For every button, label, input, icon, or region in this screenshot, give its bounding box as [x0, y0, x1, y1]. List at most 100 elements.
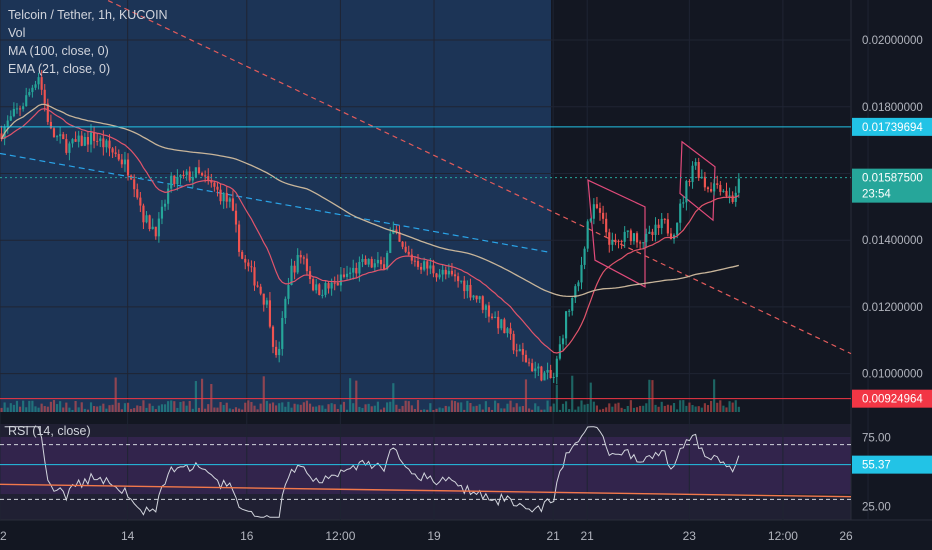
volume-bar	[207, 404, 210, 412]
volume-bar	[71, 409, 74, 412]
volume-bar	[296, 404, 299, 412]
volume-bar	[197, 407, 201, 412]
candle	[268, 300, 272, 327]
volume-bar	[527, 408, 531, 412]
candle	[416, 261, 420, 267]
candle	[586, 221, 589, 249]
volume-bar	[330, 403, 333, 412]
volume-bar	[682, 400, 685, 412]
rsi-trendline	[0, 483, 852, 498]
volume-bar	[580, 400, 583, 412]
legend-rsi[interactable]: RSI (14, close)	[8, 424, 91, 438]
rsi-value-label-text: 55.37	[862, 460, 891, 472]
volume-bar	[370, 406, 373, 412]
legend-volume[interactable]: Vol	[8, 26, 26, 40]
legend-ema[interactable]: EMA (21, close, 0)	[8, 62, 111, 76]
volume-bar	[639, 405, 642, 412]
volume-bar	[157, 405, 160, 412]
candle	[580, 264, 583, 283]
volume-bar	[407, 401, 410, 412]
volume-bar	[0, 407, 3, 412]
volume-bar	[725, 407, 728, 412]
candle	[176, 177, 179, 185]
candle	[163, 203, 167, 207]
volume-bar	[77, 407, 80, 412]
candle	[345, 273, 349, 277]
candle	[728, 195, 731, 197]
volume-bar	[96, 406, 99, 412]
candle	[216, 186, 219, 190]
volume-bar	[268, 403, 272, 412]
candle	[404, 246, 407, 252]
volume-bar	[626, 405, 629, 412]
volume-bar	[564, 401, 568, 412]
candle	[250, 266, 253, 268]
rsi-tick-label: 25.00	[862, 501, 891, 513]
volume-bar	[663, 405, 666, 412]
candle	[231, 198, 234, 211]
candle	[200, 173, 204, 176]
volume-bar	[179, 401, 182, 412]
volume-bar	[441, 408, 444, 412]
volume-bar	[293, 403, 296, 412]
candle	[207, 176, 210, 181]
candle	[312, 279, 315, 291]
candle	[43, 89, 46, 104]
candles	[0, 69, 740, 385]
candle	[373, 263, 376, 268]
candle	[605, 218, 608, 233]
candle	[472, 295, 475, 298]
candle	[299, 254, 302, 258]
candle	[447, 270, 450, 275]
candle	[426, 261, 429, 269]
candle	[460, 280, 463, 282]
candle	[49, 121, 52, 129]
candle	[142, 205, 145, 223]
candle	[151, 226, 154, 230]
volume-bar	[426, 409, 429, 412]
ma-line	[0, 103, 740, 298]
volume-bar	[34, 406, 37, 412]
volume-bar	[281, 402, 284, 412]
candle	[676, 222, 679, 235]
current-price-label: 0.01587500 23:54	[852, 168, 932, 203]
candle	[191, 177, 194, 181]
volume-bar	[706, 405, 710, 412]
volume-bar	[497, 403, 500, 412]
volume-bar	[123, 403, 127, 412]
volume-bar	[737, 406, 740, 412]
candle	[123, 159, 127, 165]
candle	[59, 134, 62, 137]
candle	[370, 258, 373, 268]
candle	[324, 283, 327, 295]
candle	[305, 258, 309, 272]
candle	[228, 198, 231, 202]
candle	[389, 233, 392, 253]
volume-bar	[191, 408, 194, 412]
candle	[62, 134, 65, 140]
volume-bar	[571, 375, 574, 412]
volume-bar	[287, 401, 290, 412]
volume-bar	[685, 405, 688, 412]
pennant-pattern	[679, 140, 716, 222]
volume-bar	[321, 405, 324, 412]
candle	[484, 305, 487, 310]
candle	[74, 139, 77, 142]
legend-ma[interactable]: MA (100, close, 0)	[8, 44, 109, 58]
volume-bar	[453, 401, 457, 412]
volume-bar	[423, 409, 426, 412]
volume-bar	[506, 403, 509, 412]
candle	[102, 138, 105, 148]
volume-bar	[284, 406, 287, 412]
highlight-region	[0, 0, 551, 412]
volume-bar	[237, 408, 241, 412]
volume-bar	[349, 378, 352, 412]
volume-bar	[546, 400, 549, 412]
candle	[558, 344, 561, 359]
volume-bar	[657, 406, 660, 412]
candle	[65, 139, 68, 153]
candle	[546, 370, 549, 373]
candle	[376, 259, 379, 264]
candle	[262, 293, 265, 305]
